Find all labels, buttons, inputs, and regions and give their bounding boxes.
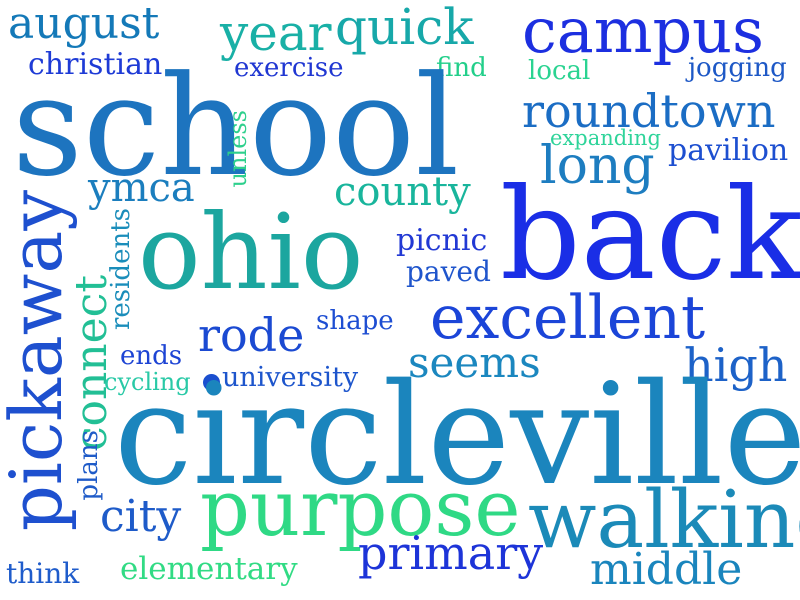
word-primary: primary	[358, 526, 544, 580]
word-shape: shape	[316, 306, 394, 336]
word-middle: middle	[590, 544, 743, 595]
word-pavilion: pavilion	[668, 133, 789, 168]
word-purpose: purpose	[200, 464, 521, 554]
word-unless: unless	[224, 110, 252, 188]
word-ohio: ohio	[138, 191, 364, 313]
word-cycling: cycling	[104, 368, 191, 396]
word-elementary: elementary	[120, 551, 298, 587]
word-august: august	[8, 0, 160, 49]
word-high: high	[684, 338, 788, 392]
word-find: find	[436, 53, 487, 83]
word-expanding: expanding	[550, 126, 661, 150]
word-roundtown: roundtown	[522, 84, 776, 138]
word-back: back	[500, 161, 800, 308]
word-walking: walking	[528, 473, 800, 566]
word-seems: seems	[408, 338, 541, 387]
dot-mark	[203, 374, 220, 391]
word-picnic: picnic	[396, 223, 488, 258]
word-university: university	[222, 362, 359, 393]
word-rode: rode	[198, 308, 305, 362]
word-plans: plans	[74, 430, 104, 501]
word-think: think	[6, 557, 80, 590]
word-ymca: ymca	[88, 165, 195, 211]
word-city: city	[100, 491, 182, 542]
word-campus: campus	[522, 0, 764, 67]
word-paved: paved	[406, 255, 491, 288]
word-quick: quick	[335, 0, 474, 56]
word-connect: connect	[66, 275, 117, 452]
word-circleville: circleville	[114, 354, 800, 517]
word-local: local	[528, 56, 591, 86]
word-ends: ends	[120, 341, 183, 371]
word-christian: christian	[28, 47, 163, 82]
word-school: school	[12, 46, 460, 207]
word-excellent: excellent	[430, 283, 706, 353]
word-jogging: jogging	[688, 53, 787, 83]
word-county: county	[334, 169, 471, 215]
word-long: long	[540, 136, 655, 196]
word-year: year	[220, 4, 332, 62]
word-exercise: exercise	[234, 53, 344, 83]
word-pickaway: pickaway	[0, 190, 78, 532]
